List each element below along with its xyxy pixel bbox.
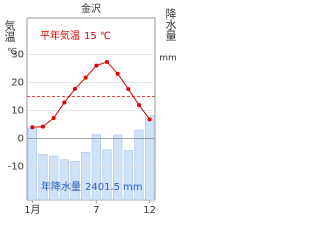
precip-bar [145,115,155,201]
y-tick-label: 10 [11,105,24,116]
precip-bar [134,129,144,201]
temp-point [137,103,141,108]
temp-point [105,59,109,64]
plot-area [26,17,156,201]
y-tick-label: -10 [8,161,24,172]
precip-bar [113,134,123,201]
x-tick-label: 1月 [24,204,40,216]
annual-precip-label: 年降水量 [41,180,81,193]
y-tick-label: 20 [11,77,24,88]
temp-point [94,63,99,68]
precip-bar [102,149,112,201]
precip-bar [70,161,80,201]
temp-point [73,86,77,91]
y2-axis-label: 降水量 [164,7,177,41]
mean-temp-annotation: 平年気温 15 ℃ [40,29,111,42]
temp-point [147,117,152,122]
mean-temp-label: 平年気温 [40,29,80,42]
precip-bar [81,152,91,201]
x-tick-label: 12 [143,205,156,216]
temp-point [30,125,35,130]
annual-precip-value: 2401.5 [85,182,120,193]
temp-point [62,100,67,105]
page: 金沢 気温 ℃ 降水量 mm -10 0 10 20 30 1月 7 12 平年気温 15 ℃ 年降水量 240… [3,2,177,216]
temp-point [83,75,88,80]
mean-temp-unit: ℃ [100,31,111,42]
annual-precip-unit: mm [123,182,142,193]
mean-temp-value: 15 [84,31,97,42]
y-axis-unit: ℃ [7,48,17,58]
temp-line [32,61,151,128]
precip-bar [123,150,133,201]
precip-bar [49,155,59,201]
y2-axis-unit: mm [159,54,177,64]
y-tick-label: 0 [18,133,24,144]
chart-title: 金沢 [81,2,101,15]
y-axis-label: 気温 [3,19,16,42]
precip-bar [27,128,37,201]
temp-point [41,124,45,129]
annual-precip-annotation: 年降水量 2401.5 mm [41,180,142,193]
precip-bar [38,154,48,201]
temp-point [115,71,120,76]
y-tick-label: 30 [11,49,24,60]
temp-point [126,87,131,92]
precip-bar [59,159,69,201]
x-tick-label: 7 [93,205,99,216]
temp-point [51,115,56,120]
